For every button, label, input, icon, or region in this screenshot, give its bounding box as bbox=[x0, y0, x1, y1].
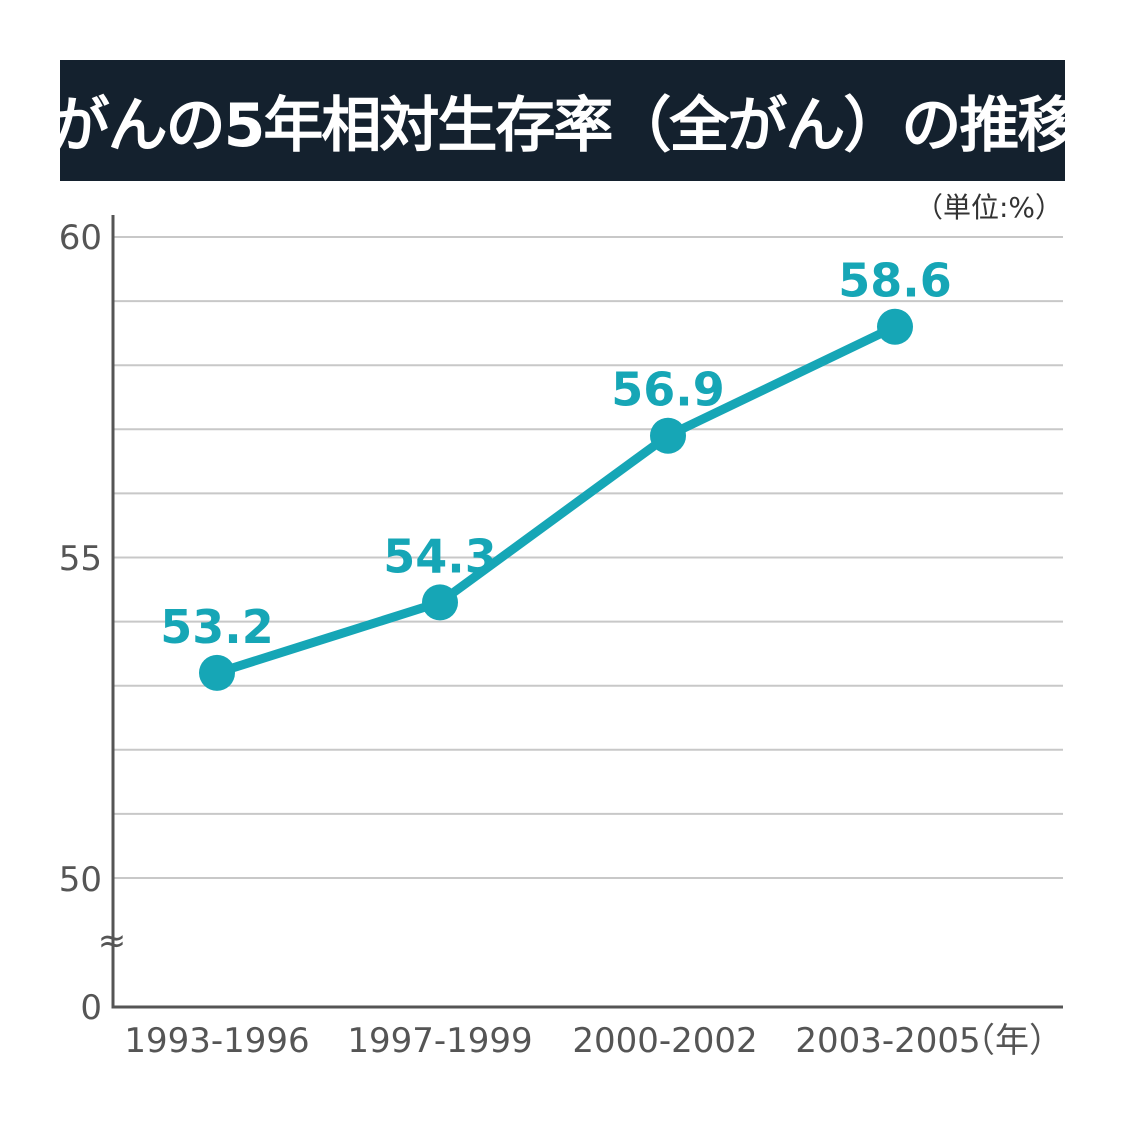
x-tick-2003-2005: 2003-2005 bbox=[795, 1021, 980, 1061]
series-line bbox=[212, 322, 900, 678]
x-tick-1997-1999: 1997-1999 bbox=[347, 1021, 532, 1061]
y-axis-ticks: 60 55 50 0 ≈ bbox=[59, 218, 127, 1028]
unit-label: （単位:%） bbox=[914, 191, 1063, 224]
gridlines bbox=[113, 236, 1063, 879]
x-tick-1993-1996: 1993-1996 bbox=[124, 1021, 309, 1061]
y-tick-55: 55 bbox=[59, 539, 102, 579]
chart-title: がんの5年相対生存率（全がん）の推移 bbox=[49, 91, 1078, 161]
data-label-1: 54.3 bbox=[383, 529, 497, 583]
x-tick-2000-2002: 2000-2002 bbox=[572, 1021, 757, 1061]
series bbox=[199, 308, 913, 691]
data-point-0 bbox=[199, 654, 235, 691]
y-tick-50: 50 bbox=[59, 860, 102, 900]
data-point-1 bbox=[422, 584, 458, 621]
y-tick-0: 0 bbox=[80, 988, 102, 1028]
data-point-3 bbox=[877, 308, 913, 345]
data-label-2: 56.9 bbox=[611, 363, 725, 417]
data-labels: 53.2 54.3 56.9 58.6 bbox=[160, 254, 952, 654]
x-axis-unit: （年） bbox=[961, 1021, 1063, 1061]
axes bbox=[111, 215, 1063, 1009]
chart-title-bar: がんの5年相対生存率（全がん）の推移 bbox=[50, 60, 1077, 181]
data-label-0: 53.2 bbox=[160, 600, 274, 654]
axis-break-mark: ≈ bbox=[98, 921, 127, 961]
axis-line bbox=[111, 215, 1063, 1009]
data-label-3: 58.6 bbox=[838, 254, 952, 308]
data-point-2 bbox=[650, 417, 686, 454]
y-tick-60: 60 bbox=[59, 218, 102, 258]
x-axis-ticks: 1993-1996 1997-1999 2000-2002 2003-2005 … bbox=[124, 1021, 1063, 1061]
